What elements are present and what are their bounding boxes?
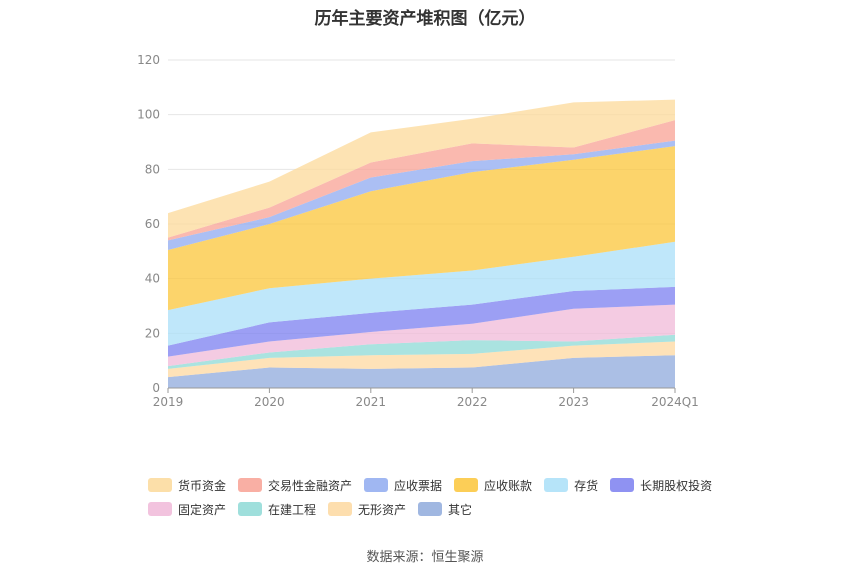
area-series-0 <box>168 355 675 388</box>
legend-item[interactable]: 存货 <box>544 477 598 494</box>
legend-swatch <box>148 502 172 516</box>
y-tick-label: 60 <box>145 217 160 231</box>
legend: 货币资金 交易性金融资产 应收票据 应收账款 存货 长期股权投资固定资产 在建工程 无形资产 其… <box>148 473 748 521</box>
legend-swatch <box>364 478 389 492</box>
area-series-9 <box>168 99 675 238</box>
legend-swatch <box>238 502 263 516</box>
x-tick-label: 2022 <box>457 395 488 409</box>
y-tick-label: 40 <box>145 272 160 286</box>
y-tick-label: 80 <box>145 162 160 176</box>
area-series <box>168 99 675 388</box>
y-tick-label: 120 <box>137 53 160 67</box>
legend-item[interactable]: 货币资金 <box>148 477 226 494</box>
legend-item[interactable]: 在建工程 <box>238 501 316 518</box>
legend-label: 应收账款 <box>484 478 533 493</box>
legend-swatch <box>238 478 263 492</box>
legend-row: 固定资产 在建工程 无形资产 其它 <box>148 497 748 521</box>
source-note: 数据来源：恒生聚源 <box>366 550 484 565</box>
legend-swatch <box>328 502 353 516</box>
area-series-8 <box>168 120 675 241</box>
legend-label: 在建工程 <box>268 502 317 517</box>
area-series-6 <box>168 146 675 311</box>
legend-label: 无形资产 <box>358 502 407 517</box>
x-tick-label: 2024Q1 <box>651 395 699 409</box>
legend-label: 货币资金 <box>178 478 227 493</box>
area-series-5 <box>168 241 675 346</box>
legend-item[interactable]: 长期股权投资 <box>610 477 712 494</box>
legend-item[interactable]: 固定资产 <box>148 501 226 518</box>
area-series-2 <box>168 334 675 369</box>
area-series-4 <box>168 286 675 357</box>
legend-swatch <box>544 478 569 492</box>
legend-label: 长期股权投资 <box>640 478 713 493</box>
legend-label: 交易性金融资产 <box>268 478 353 493</box>
y-tick-label: 0 <box>152 381 160 395</box>
x-tick-label: 2020 <box>254 395 285 409</box>
y-tick-label: 20 <box>145 326 160 340</box>
stacked-area-chart: 0 20 40 60 80 100 120 2019 2020 2021 2022 2023 2024Q… <box>137 53 699 409</box>
legend-item[interactable]: 应收账款 <box>454 477 532 494</box>
legend-swatch <box>610 478 635 492</box>
legend-swatch <box>148 478 172 492</box>
legend-item[interactable]: 应收票据 <box>364 477 442 494</box>
legend-item[interactable]: 其它 <box>418 501 472 518</box>
x-tick-label: 2021 <box>356 395 387 409</box>
area-series-1 <box>168 341 675 378</box>
x-tick-label: 2023 <box>558 395 589 409</box>
area-series-3 <box>168 304 675 367</box>
legend-swatch <box>454 478 479 492</box>
legend-swatch <box>418 502 443 516</box>
legend-label: 其它 <box>448 502 473 517</box>
legend-label: 固定资产 <box>178 502 227 517</box>
chart-title: 历年主要资产堆积图（亿元） <box>314 9 536 29</box>
legend-item[interactable]: 无形资产 <box>328 501 406 518</box>
y-tick-label: 100 <box>137 108 160 122</box>
area-series-7 <box>168 140 675 250</box>
legend-label: 存货 <box>574 478 599 493</box>
legend-row: 货币资金 交易性金融资产 应收票据 应收账款 存货 长期股权投资 <box>148 473 748 497</box>
x-tick-label: 2019 <box>153 395 184 409</box>
legend-label: 应收票据 <box>394 478 443 493</box>
legend-item[interactable]: 交易性金融资产 <box>238 477 352 494</box>
axes: 0 20 40 60 80 100 120 2019 2020 2021 2022 2023 2024Q… <box>137 53 699 409</box>
